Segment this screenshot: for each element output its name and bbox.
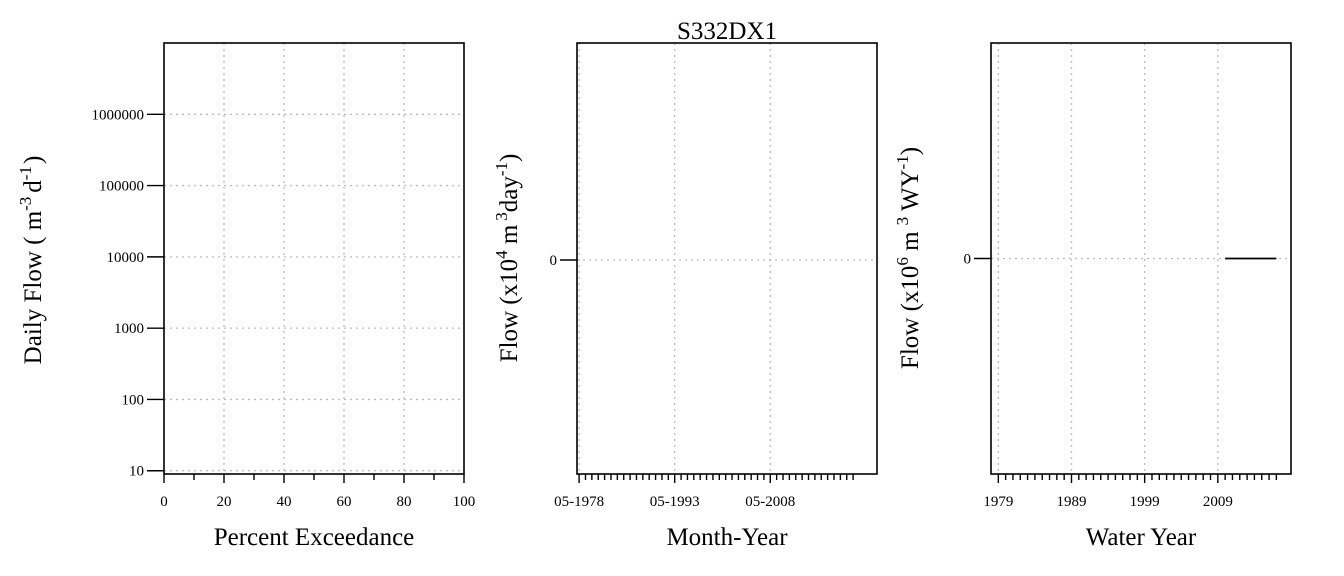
exceedance-x-tick-label: 20	[217, 494, 232, 510]
exceedance-x-tick-label: 80	[397, 494, 412, 510]
water-year-x-axis: 1979 1989 1999 2009	[983, 474, 1278, 510]
exceedance-x-tick-label: 100	[453, 494, 476, 510]
exceedance-x-tick-label: 60	[337, 494, 352, 510]
exceedance-y-tick-label: 1000000	[92, 107, 145, 123]
exceedance-y-tick-label: 10	[129, 464, 144, 480]
exceedance-x-tick-label: 0	[160, 494, 168, 510]
monthly-x-tick-label: 05-1978	[554, 494, 604, 510]
exceedance-y-tick-label: 1000	[114, 321, 144, 337]
exceedance-y-tick-label: 100	[122, 392, 145, 408]
monthly-y-tick-label: 0	[550, 253, 558, 269]
monthly-gridlines	[577, 43, 877, 474]
exceedance-plot-frame	[163, 42, 465, 475]
exceedance-y-axis-label: Daily Flow ( m-3d-1)	[16, 156, 47, 365]
monthly-x-axis: 05-1978 05-1993 05-2008	[554, 474, 854, 510]
monthly-x-axis-label: Month-Year	[666, 524, 788, 551]
exceedance-x-axis: 0 20 40 60 80 100	[160, 474, 475, 510]
exceedance-y-tick-label: 10000	[107, 250, 145, 266]
water-year-x-tick-label: 1999	[1130, 494, 1160, 510]
exceedance-y-tick-label: 100000	[99, 179, 144, 195]
monthly-x-tick-label: 05-2008	[745, 494, 795, 510]
exceedance-y-axis: 10 100 1000 10000 100000 1000000	[92, 107, 164, 480]
monthly-y-axis: 0	[550, 253, 577, 269]
exceedance-x-tick-label: 40	[277, 494, 292, 510]
water-year-gridlines	[991, 43, 1291, 474]
exceedance-gridlines	[164, 43, 464, 474]
water-year-x-tick-label: 2009	[1203, 494, 1233, 510]
water-year-y-axis-label: Flow (x106 m3 WY-1)	[893, 147, 924, 369]
water-year-x-axis-label: Water Year	[1086, 524, 1197, 551]
panel-exceedance: 0 20 40 60 80 100 10 100 1000 10000 100000 1000000…	[16, 42, 475, 551]
monthly-plot-frame	[576, 42, 878, 475]
monthly-y-axis-label: Flow (x104 m3day-1)	[492, 154, 523, 363]
water-year-x-tick-label: 1979	[983, 494, 1013, 510]
panel-monthly: 05-1978 05-1993 05-2008 0 Month-Year Flow …	[492, 42, 878, 551]
exceedance-x-axis-label: Percent Exceedance	[214, 524, 415, 551]
water-year-y-axis: 0	[964, 252, 991, 268]
monthly-x-tick-label: 05-1993	[650, 494, 700, 510]
figure-title: S332DX1	[677, 18, 777, 45]
water-year-y-tick-label: 0	[964, 252, 972, 268]
panel-water-year: 1979 1989 1999 2009 0 Water Year Flow (x106…	[893, 42, 1292, 551]
water-year-x-tick-label: 1989	[1056, 494, 1086, 510]
